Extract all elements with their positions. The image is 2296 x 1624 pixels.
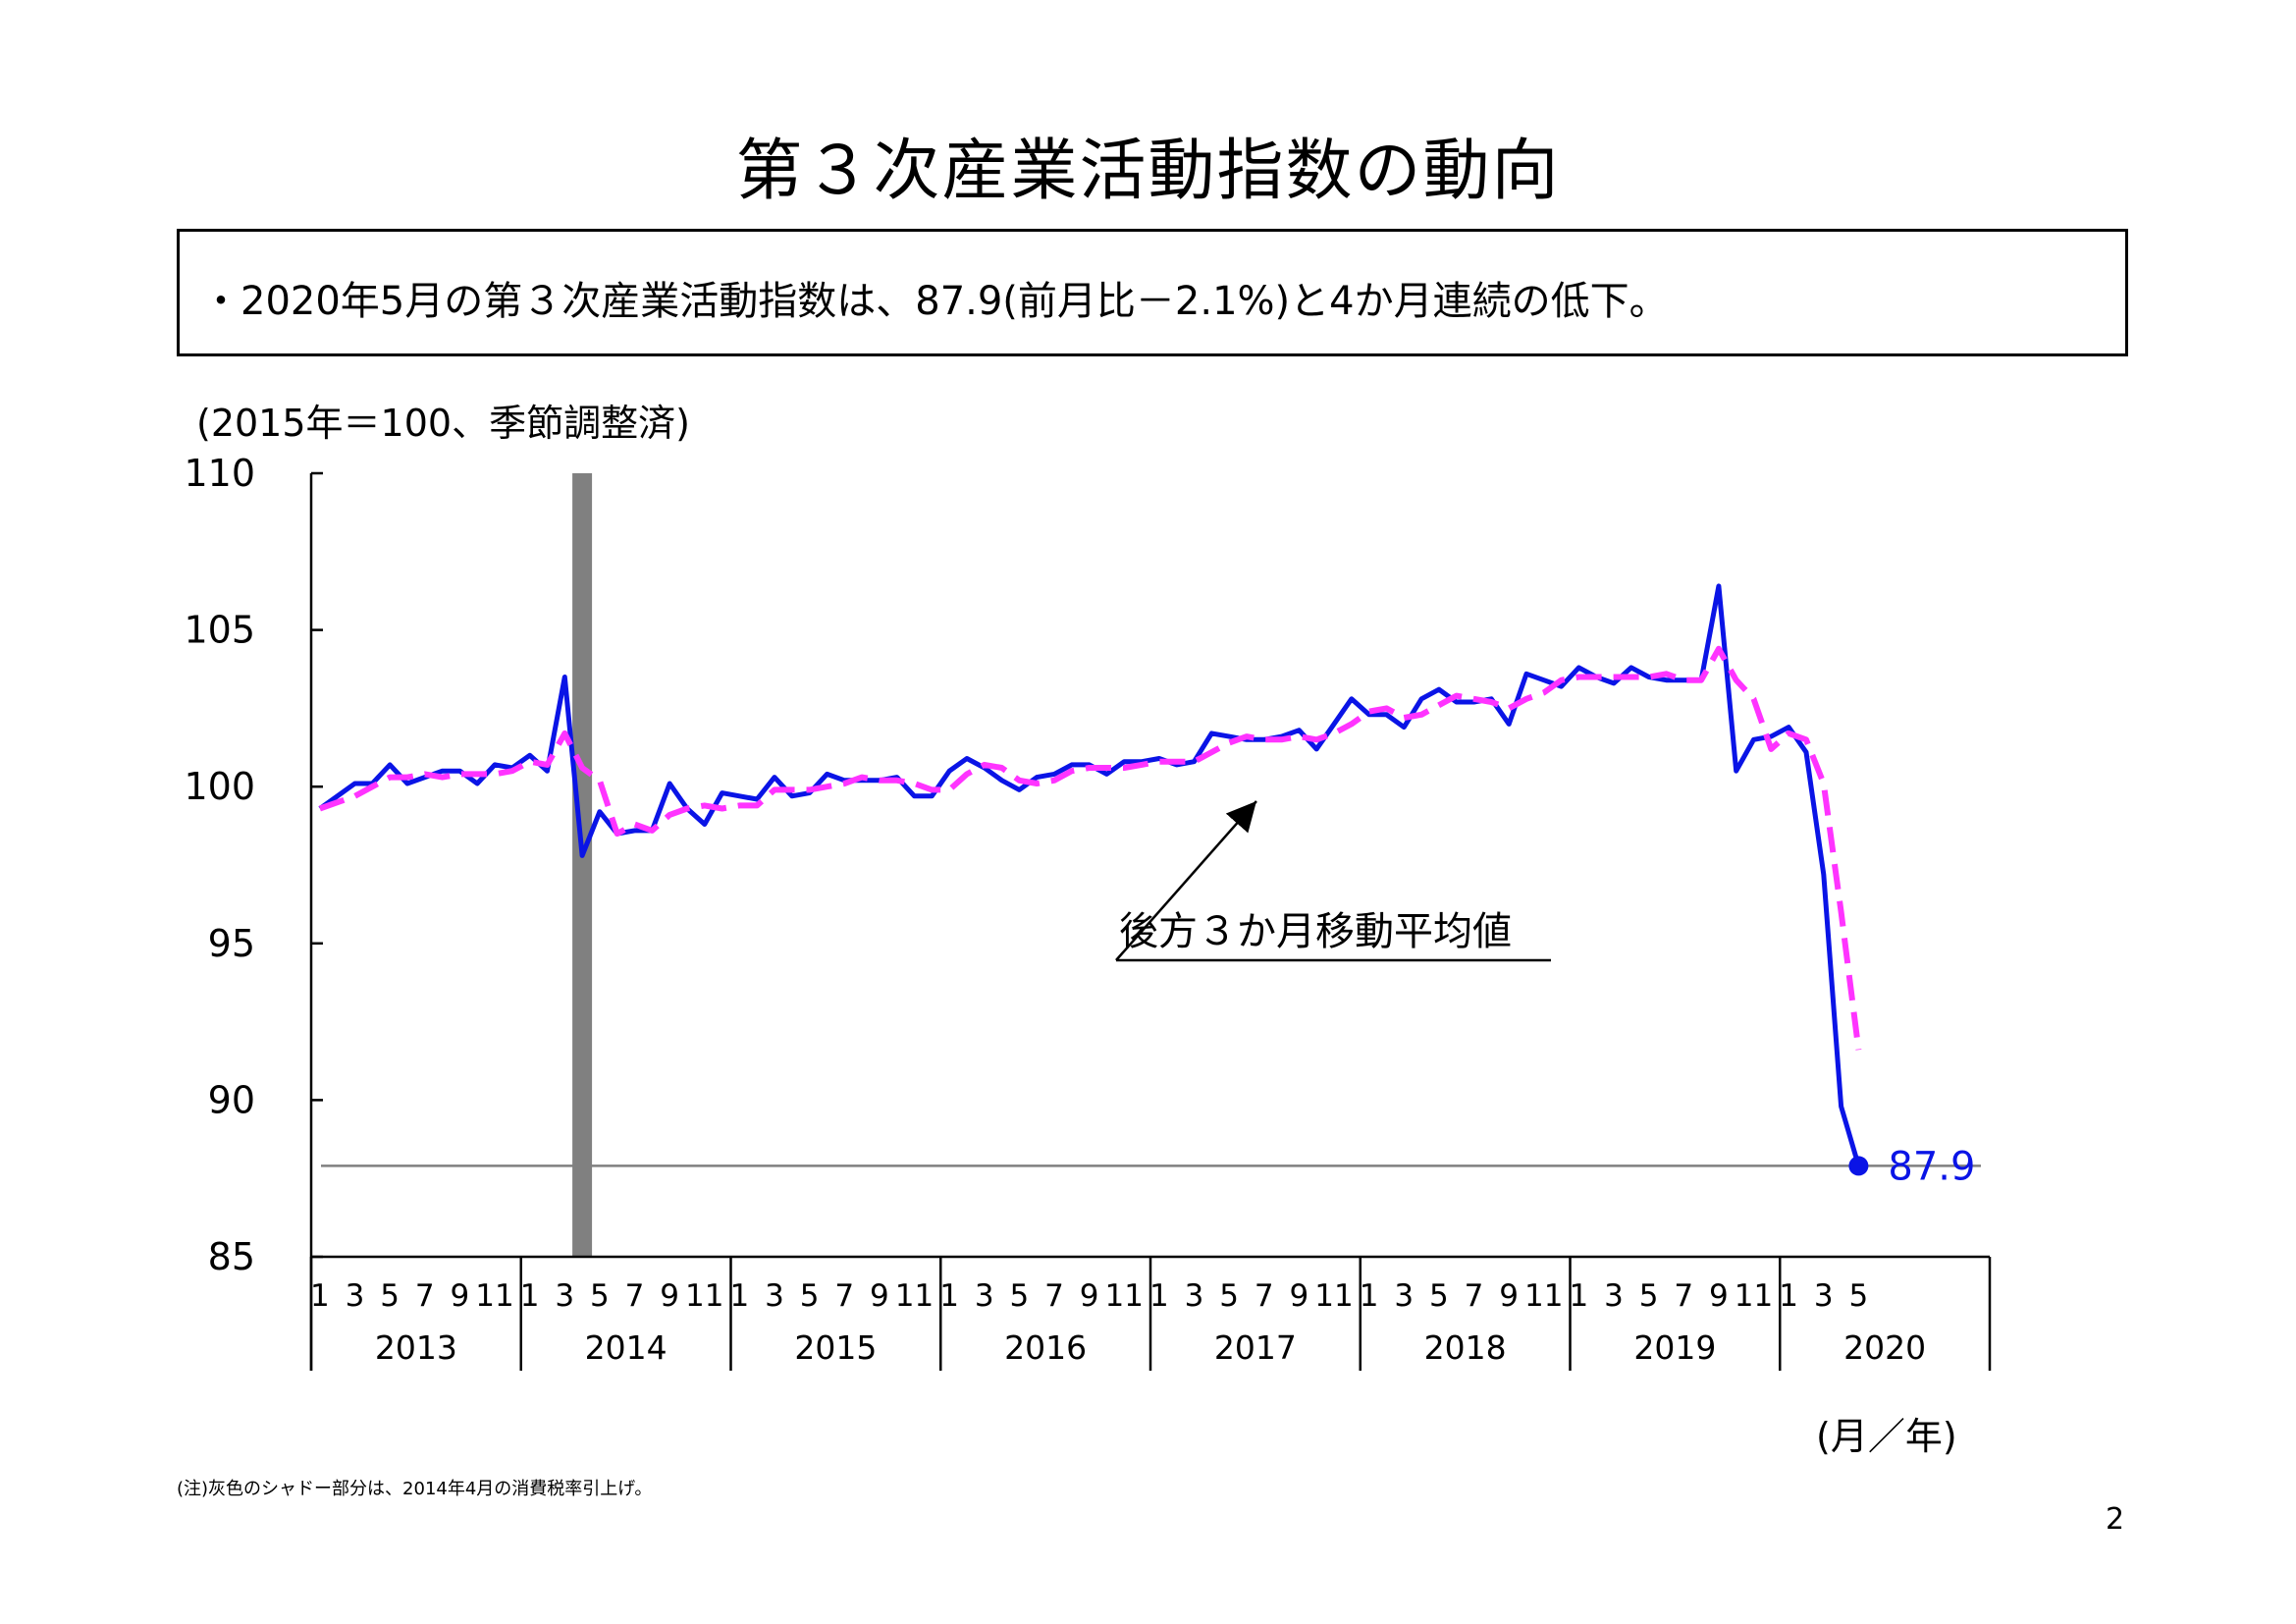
- month-label: 1: [520, 1278, 540, 1314]
- year-label: 2014: [585, 1328, 667, 1367]
- month-label: 5: [1429, 1278, 1449, 1314]
- month-label: 5: [1639, 1278, 1659, 1314]
- month-label: 5: [380, 1278, 400, 1314]
- month-label: 9: [451, 1278, 470, 1314]
- y-tick-layer: 110 105 100 95 90 85: [184, 452, 323, 1278]
- month-label: 7: [834, 1278, 854, 1314]
- month-label: 9: [870, 1278, 889, 1314]
- month-label: 9: [1080, 1278, 1099, 1314]
- month-label: 1: [310, 1278, 330, 1314]
- month-label: 11: [1735, 1278, 1773, 1314]
- footnote: (注)灰色のシャドー部分は、2014年4月の消費税率引上げ。: [177, 1479, 653, 1499]
- month-label: 5: [800, 1278, 820, 1314]
- month-label: 11: [1314, 1278, 1353, 1314]
- y-tick-label: 105: [184, 609, 255, 652]
- y-tick-label: 110: [184, 452, 255, 495]
- x-unit-label: (月／年): [1816, 1415, 1957, 1458]
- summary-box: ・2020年5月の第３次産業活動指数は、87.9(前月比－2.1%)と4か月連続…: [177, 229, 2128, 356]
- month-label: 3: [346, 1278, 365, 1314]
- y-unit-label: (2015年＝100、季節調整済): [196, 402, 690, 445]
- month-label: 3: [1185, 1278, 1204, 1314]
- month-label: 7: [1674, 1278, 1693, 1314]
- year-label: 2015: [794, 1328, 877, 1367]
- annotation-arrow: [1115, 800, 1257, 961]
- month-label: 1: [1360, 1278, 1379, 1314]
- shade-bar: [572, 473, 593, 1257]
- month-label: 5: [1219, 1278, 1239, 1314]
- index-series-line: [318, 583, 1861, 1167]
- month-label: 11: [685, 1278, 723, 1314]
- month-label: 3: [1604, 1278, 1624, 1314]
- y-tick-label: 100: [184, 765, 255, 808]
- month-label: 9: [1499, 1278, 1519, 1314]
- year-label: 2018: [1424, 1328, 1507, 1367]
- month-label: 3: [555, 1278, 574, 1314]
- month-label: 1: [1149, 1278, 1169, 1314]
- year-label: 2019: [1633, 1328, 1716, 1367]
- month-label: 1: [1779, 1278, 1798, 1314]
- last-point-marker: [1848, 1156, 1869, 1176]
- year-label: 2020: [1843, 1328, 1926, 1367]
- month-label: 7: [1255, 1278, 1274, 1314]
- month-label: 11: [1105, 1278, 1144, 1314]
- month-label: 5: [590, 1278, 610, 1314]
- summary-text: ・2020年5月の第３次産業活動指数は、87.9(前月比－2.1%)と4か月連続…: [201, 279, 1669, 324]
- month-label: 5: [1849, 1278, 1869, 1314]
- month-label: 9: [1290, 1278, 1309, 1314]
- month-label: 1: [939, 1278, 959, 1314]
- month-label: 3: [1394, 1278, 1414, 1314]
- month-label: 11: [1524, 1278, 1563, 1314]
- shade-layer: [572, 473, 593, 1257]
- annotation-layer: 後方３か月移動平均値: [1115, 800, 1551, 962]
- month-label: 11: [475, 1278, 513, 1314]
- month-label: 7: [1465, 1278, 1484, 1314]
- month-label: 11: [895, 1278, 934, 1314]
- month-label: 3: [765, 1278, 784, 1314]
- month-label: 1: [730, 1278, 750, 1314]
- month-label: 7: [1044, 1278, 1064, 1314]
- last-value-label: 87.9: [1888, 1144, 1975, 1189]
- page-title: 第３次産業活動指数の動向: [735, 133, 1561, 210]
- month-label: 9: [1709, 1278, 1729, 1314]
- y-tick-label: 90: [208, 1078, 255, 1121]
- month-label: 1: [1570, 1278, 1589, 1314]
- year-label: 2013: [375, 1328, 457, 1367]
- month-label: 9: [660, 1278, 679, 1314]
- y-tick-label: 95: [208, 922, 255, 965]
- month-label: 7: [625, 1278, 645, 1314]
- month-label: 7: [415, 1278, 435, 1314]
- month-label: 3: [1814, 1278, 1834, 1314]
- year-label: 2016: [1004, 1328, 1087, 1367]
- month-label: 3: [975, 1278, 994, 1314]
- page-number: 2: [2106, 1502, 2125, 1537]
- y-tick-label: 85: [208, 1235, 255, 1278]
- moving-average-series-line: [318, 645, 1862, 1051]
- year-label: 2017: [1214, 1328, 1297, 1367]
- series-layer: 87.9: [318, 583, 1975, 1189]
- month-label: 5: [1010, 1278, 1030, 1314]
- annotation-label: 後方３か月移動平均値: [1119, 909, 1512, 954]
